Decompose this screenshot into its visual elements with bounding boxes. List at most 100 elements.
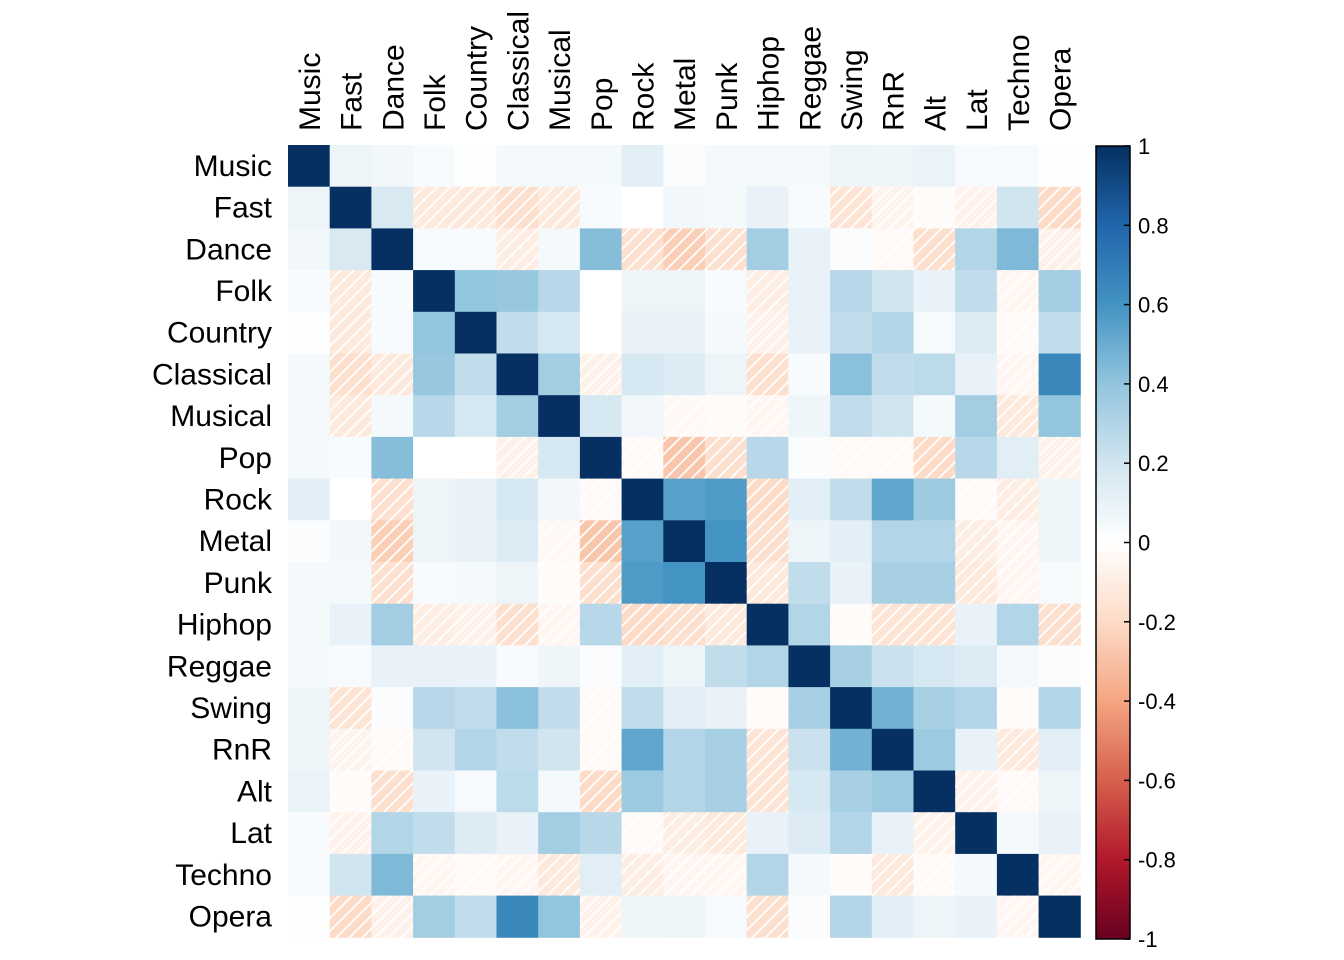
heatmap-cell-swing-swing [830, 687, 873, 730]
heatmap-cell-hiphop-music [288, 603, 331, 646]
heatmap-cell-punk-folk [413, 562, 456, 605]
hatch-overlay [996, 562, 1040, 605]
heatmap-cell-swing-folk [413, 687, 456, 730]
heatmap-cell-music-folk [413, 145, 456, 188]
colorbar-tick-label: 0 [1138, 531, 1150, 556]
heatmap-cell-music-hiphop [746, 145, 789, 188]
hatch-overlay [996, 270, 1040, 313]
colorbar-tick-label: -1 [1138, 927, 1158, 952]
heatmap-cell-swing-musical [538, 687, 581, 730]
heatmap-cell-swing-dance [371, 687, 414, 730]
heatmap-cell-dance-dance [371, 228, 414, 271]
heatmap-cell-reggae-country [454, 645, 497, 688]
row-label: Classical [152, 358, 272, 391]
heatmap-cell-alt-reggae [788, 770, 831, 813]
heatmap-cell-music-music [288, 145, 331, 188]
heatmap-cell-alt-country [454, 770, 497, 813]
hatch-overlay [371, 353, 414, 396]
heatmap-cell-country-punk [705, 311, 748, 354]
hatch-overlay [621, 603, 664, 646]
heatmap-cell-classical-folk [413, 353, 456, 396]
hatch-overlay [955, 186, 998, 229]
heatmap-cell-musical-dance [371, 395, 414, 438]
heatmap-cell-lat-music [288, 812, 331, 855]
hatch-overlay [746, 770, 789, 813]
heatmap-cell-dance-fast [329, 228, 372, 271]
heatmap-cell-reggae-lat [955, 645, 998, 688]
hatch-overlay [996, 311, 1040, 354]
heatmap-cell-pop-techno [996, 436, 1040, 480]
heatmap-cell-alt-alt [913, 770, 956, 813]
heatmap-cell-rock-music [288, 478, 331, 521]
heatmap-cell-punk-rnr [871, 562, 914, 605]
hatch-overlay [996, 687, 1040, 730]
heatmap-cell-lat-rnr [871, 812, 914, 855]
heatmap-cell-swing-punk [705, 687, 748, 730]
heatmap-cell-music-punk [705, 145, 748, 188]
heatmap-cell-pop-lat [955, 436, 998, 480]
heatmap-cell-hiphop-techno [996, 603, 1040, 646]
heatmap-cell-rock-opera [1038, 478, 1081, 521]
heatmap-cell-rock-alt [913, 478, 956, 521]
heatmap-cell-rock-fast [329, 478, 372, 521]
heatmap-cell-hiphop-hiphop [746, 603, 789, 646]
heatmap-cell-folk-folk [413, 270, 456, 313]
heatmap-cell-rnr-lat [955, 728, 998, 771]
hatch-overlay [329, 895, 372, 938]
heatmap-cell-metal-metal [663, 520, 706, 563]
hatch-overlay [663, 436, 706, 480]
heatmap-cell-reggae-hiphop [746, 645, 789, 688]
heatmap-cell-alt-musical [538, 770, 581, 813]
heatmap-cell-dance-country [454, 228, 497, 271]
hatch-overlay [496, 228, 539, 271]
heatmap-cell-swing-reggae [788, 687, 831, 730]
colorbar-tick-label: -0.4 [1138, 689, 1176, 714]
heatmap-cell-rnr-music [288, 728, 331, 771]
hatch-overlay [996, 478, 1040, 521]
heatmap-cell-opera-country [454, 895, 497, 938]
column-label: Lat [961, 89, 994, 131]
hatch-overlay [663, 853, 706, 897]
hatch-overlay [746, 687, 789, 730]
heatmap-cell-rnr-folk [413, 728, 456, 771]
hatch-overlay [913, 186, 956, 229]
column-label: Swing [836, 49, 869, 131]
heatmap-cell-punk-classical [496, 562, 539, 605]
hatch-overlay [705, 812, 748, 855]
heatmap-cell-fast-dance [371, 186, 414, 229]
heatmap-cell-classical-opera [1038, 353, 1081, 396]
hatch-overlay [996, 395, 1040, 438]
heatmap-cell-classical-swing [830, 353, 873, 396]
heatmap-cell-classical-metal [663, 353, 706, 396]
heatmap-cell-dance-techno [996, 228, 1040, 271]
hatch-overlay [871, 853, 914, 897]
heatmap-cell-swing-rock [621, 687, 664, 730]
hatch-overlay [913, 812, 956, 855]
heatmap-cell-music-musical [538, 145, 581, 188]
heatmap-cell-metal-music [288, 520, 331, 563]
heatmap-cell-metal-country [454, 520, 497, 563]
heatmap-cell-fast-pop [579, 186, 623, 229]
heatmap-cell-musical-rnr [871, 395, 914, 438]
column-label: Metal [669, 58, 702, 131]
column-label: Pop [586, 78, 619, 131]
heatmap-cell-opera-folk [413, 895, 456, 938]
hatch-overlay [371, 520, 414, 563]
heatmap-cell-fast-music [288, 186, 331, 229]
heatmap-cell-musical-folk [413, 395, 456, 438]
heatmap-cell-fast-reggae [788, 186, 831, 229]
row-label: Rock [204, 483, 273, 516]
heatmap-cell-techno-reggae [788, 853, 831, 897]
column-label: Fast [336, 72, 369, 131]
heatmap-cell-classical-country [454, 353, 497, 396]
hatch-overlay [871, 186, 914, 229]
heatmap-cell-classical-classical [496, 353, 539, 396]
heatmap-cell-pop-folk [413, 436, 456, 480]
heatmap-cell-country-classical [496, 311, 539, 354]
heatmap-cell-punk-opera [1038, 562, 1081, 605]
hatch-overlay [371, 562, 414, 605]
heatmap-cell-punk-swing [830, 562, 873, 605]
hatch-overlay [538, 853, 581, 897]
heatmap-cell-techno-lat [955, 853, 998, 897]
heatmap-cell-reggae-techno [996, 645, 1040, 688]
